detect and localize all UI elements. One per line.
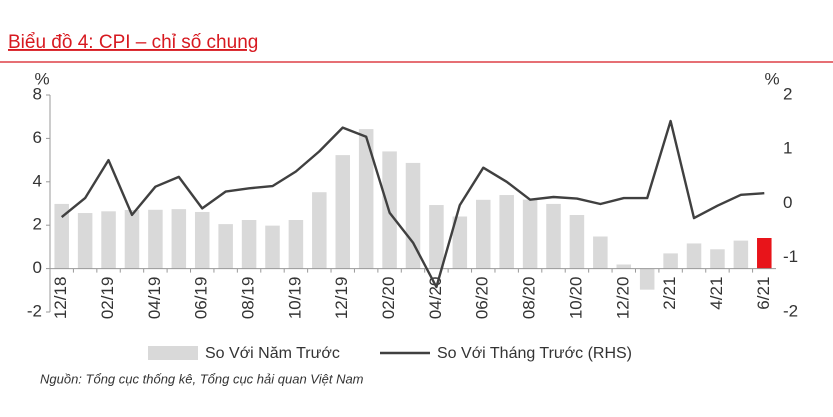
y2-tick-label: -1	[783, 247, 798, 266]
y2-tick-label: 2	[783, 84, 792, 103]
bar	[77, 213, 93, 269]
x-tick-label: 10/20	[566, 277, 585, 320]
bar	[475, 199, 491, 269]
bar	[241, 219, 257, 269]
bar	[265, 225, 280, 269]
bar	[663, 253, 678, 269]
y-unit: %	[34, 69, 49, 88]
legend-label: So Với Tháng Trước (RHS)	[437, 345, 632, 362]
x-tick-label: 06/19	[192, 277, 211, 320]
x-tick-label: 04/20	[426, 277, 445, 320]
bar	[194, 211, 210, 269]
x-tick-label: 06/20	[473, 277, 492, 320]
y2-tick-label: 0	[783, 193, 792, 212]
x-tick-label: 6/21	[754, 277, 773, 310]
y2-unit: %	[764, 69, 779, 88]
x-tick-label: 12/20	[613, 277, 632, 320]
bar	[148, 209, 163, 269]
x-tick-label: 12/18	[51, 277, 70, 320]
bar	[54, 203, 69, 269]
x-tick-label: 12/19	[332, 277, 351, 320]
x-tick-label: 08/19	[239, 277, 258, 320]
x-tick-label: 2/21	[660, 277, 679, 310]
y-tick-label: 0	[33, 258, 42, 277]
y2-tick-label: 1	[783, 139, 792, 158]
bar	[358, 129, 374, 269]
x-tick-label: 04/19	[145, 277, 164, 320]
bar	[405, 162, 421, 269]
bar	[335, 155, 351, 269]
y-tick-label: 6	[33, 128, 42, 147]
bar	[639, 268, 655, 290]
y-tick-label: 2	[33, 215, 42, 234]
bar	[546, 203, 561, 269]
y-tick-label: -2	[27, 301, 42, 320]
x-tick-label: 02/20	[379, 277, 398, 320]
x-tick-label: 08/20	[520, 277, 539, 320]
x-tick-label: 10/19	[285, 277, 304, 320]
y-tick-label: 8	[33, 84, 42, 103]
bar	[452, 216, 468, 269]
bar	[218, 224, 233, 269]
source: Nguồn: Tổng cục thống kê, Tổng cục hải q…	[40, 371, 364, 386]
y2-tick-label: -2	[783, 301, 798, 320]
bar	[710, 249, 725, 269]
bar	[733, 240, 749, 269]
bar	[499, 195, 514, 269]
x-tick-label: 02/19	[98, 277, 117, 320]
bar	[101, 211, 116, 269]
bar	[616, 264, 632, 269]
bar	[288, 219, 304, 269]
legend-swatch	[148, 346, 198, 360]
chart-title: Biểu đồ 4: CPI – chỉ số chung	[8, 32, 258, 53]
bar	[593, 236, 608, 269]
bar	[569, 215, 585, 269]
bar	[686, 243, 702, 269]
bar	[522, 199, 538, 269]
bar	[429, 205, 444, 269]
legend-label: So Với Năm Trước	[205, 345, 340, 362]
y-tick-label: 4	[33, 171, 42, 190]
bar	[312, 192, 327, 269]
x-tick-label: 4/21	[707, 277, 726, 310]
bar	[757, 238, 772, 269]
bar	[171, 209, 187, 269]
line-series	[60, 119, 765, 289]
bar	[124, 210, 140, 269]
